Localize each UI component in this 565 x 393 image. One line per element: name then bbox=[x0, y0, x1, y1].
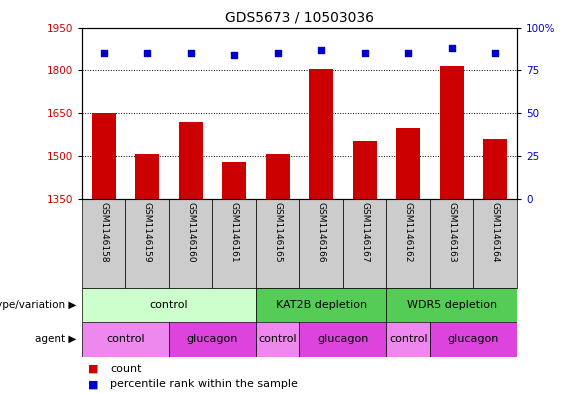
Text: GSM1146166: GSM1146166 bbox=[317, 202, 325, 263]
Bar bbox=[266, 154, 290, 199]
Bar bbox=[430, 322, 517, 357]
Text: control: control bbox=[106, 334, 145, 344]
Bar bbox=[256, 288, 386, 322]
Point bbox=[186, 50, 195, 57]
Bar bbox=[483, 139, 507, 199]
Text: glucagon: glucagon bbox=[187, 334, 238, 344]
Bar bbox=[386, 288, 517, 322]
Text: GSM1146162: GSM1146162 bbox=[404, 202, 412, 263]
Text: GSM1146159: GSM1146159 bbox=[143, 202, 151, 263]
Bar bbox=[135, 154, 159, 199]
Point bbox=[490, 50, 500, 57]
Text: percentile rank within the sample: percentile rank within the sample bbox=[110, 379, 298, 389]
Bar bbox=[473, 200, 517, 288]
Bar bbox=[299, 322, 386, 357]
Point bbox=[403, 50, 412, 57]
Bar bbox=[179, 122, 203, 199]
Bar bbox=[222, 162, 246, 199]
Bar bbox=[212, 200, 256, 288]
Bar bbox=[386, 322, 430, 357]
Text: GSM1146163: GSM1146163 bbox=[447, 202, 456, 263]
Title: GDS5673 / 10503036: GDS5673 / 10503036 bbox=[225, 11, 374, 25]
Bar bbox=[396, 128, 420, 199]
Text: GSM1146160: GSM1146160 bbox=[186, 202, 195, 263]
Bar bbox=[82, 288, 256, 322]
Bar bbox=[309, 69, 333, 199]
Bar bbox=[353, 141, 377, 199]
Bar bbox=[343, 200, 386, 288]
Bar bbox=[256, 322, 299, 357]
Text: KAT2B depletion: KAT2B depletion bbox=[276, 300, 367, 310]
Text: WDR5 depletion: WDR5 depletion bbox=[407, 300, 497, 310]
Text: count: count bbox=[110, 364, 142, 374]
Bar bbox=[169, 200, 212, 288]
Bar bbox=[169, 322, 256, 357]
Bar bbox=[256, 200, 299, 288]
Point bbox=[316, 47, 325, 53]
Point bbox=[142, 50, 151, 57]
Bar bbox=[299, 200, 343, 288]
Bar bbox=[125, 200, 169, 288]
Text: agent ▶: agent ▶ bbox=[35, 334, 76, 344]
Text: control: control bbox=[258, 334, 297, 344]
Point bbox=[99, 50, 108, 57]
Bar bbox=[82, 200, 125, 288]
Bar bbox=[92, 114, 116, 199]
Bar bbox=[430, 200, 473, 288]
Bar bbox=[82, 322, 169, 357]
Point bbox=[360, 50, 370, 57]
Text: GSM1146164: GSM1146164 bbox=[491, 202, 499, 263]
Bar bbox=[386, 200, 430, 288]
Text: control: control bbox=[389, 334, 428, 344]
Text: glucagon: glucagon bbox=[318, 334, 368, 344]
Text: genotype/variation ▶: genotype/variation ▶ bbox=[0, 300, 76, 310]
Text: control: control bbox=[150, 300, 188, 310]
Text: GSM1146158: GSM1146158 bbox=[99, 202, 108, 263]
Point bbox=[229, 52, 238, 58]
Text: ■: ■ bbox=[88, 379, 98, 389]
Text: GSM1146167: GSM1146167 bbox=[360, 202, 369, 263]
Text: GSM1146165: GSM1146165 bbox=[273, 202, 282, 263]
Text: GSM1146161: GSM1146161 bbox=[230, 202, 238, 263]
Bar bbox=[440, 66, 464, 199]
Point bbox=[273, 50, 282, 57]
Text: ■: ■ bbox=[88, 364, 98, 374]
Text: glucagon: glucagon bbox=[448, 334, 499, 344]
Point bbox=[447, 45, 457, 51]
